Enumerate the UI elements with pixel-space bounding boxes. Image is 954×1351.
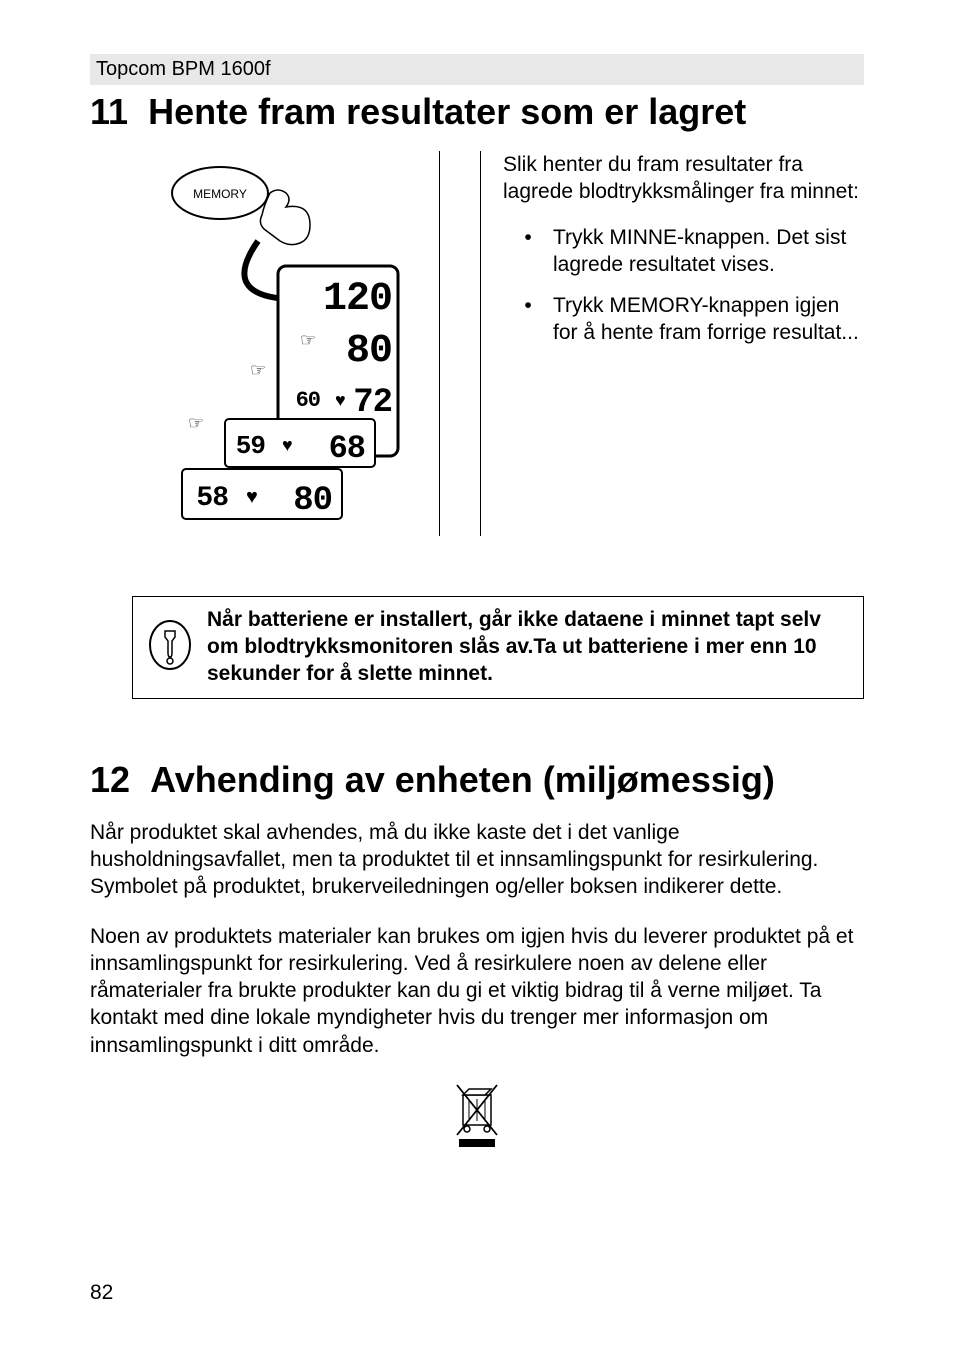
section11-intro: Slik henter du fram resultater fra lagre… — [503, 151, 864, 206]
lcd-dia: 80 — [346, 329, 392, 374]
section12-title: Avhending av enheten (miljømessig) — [150, 759, 775, 800]
rec2-right: 68 — [329, 430, 365, 467]
model-text: Topcom BPM 1600f — [96, 58, 271, 80]
hand-icon-2: ☞ — [250, 360, 266, 380]
svg-text:♥: ♥ — [282, 435, 293, 455]
hand-icon-1: ☞ — [300, 330, 316, 350]
section11-title: Hente fram resultater som er lagret — [148, 91, 746, 132]
lcd-pulse-big: 72 — [353, 384, 392, 422]
section12-number: 12 — [90, 759, 130, 800]
hand-icon-3: ☞ — [188, 413, 204, 433]
section11-number: 11 — [90, 91, 128, 132]
bullet-dot-icon: • — [503, 292, 553, 347]
page-number: 82 — [90, 1281, 113, 1305]
bullet-1: • Trykk MINNE-knappen. Det sist lagrede … — [503, 224, 864, 279]
lcd-pulse-small: 60 — [296, 388, 320, 413]
bullet-2: • Trykk MEMORY-knappen igjen for å hente… — [503, 292, 864, 347]
rec3-right: 80 — [293, 482, 332, 520]
bullet-1-text: Trykk MINNE-knappen. Det sist lagrede re… — [553, 224, 864, 279]
section12-para1: Når produktet skal avhendes, må du ikke … — [90, 819, 864, 901]
rec2-left: 59 — [236, 431, 266, 461]
memory-illustration: MEMORY 120 ☞ 80 60 ♥ 72 ☞ 59 ♥ 68 — [150, 151, 440, 536]
bullet-dot-icon: • — [503, 224, 553, 279]
svg-text:♥: ♥ — [335, 390, 346, 410]
weee-symbol — [90, 1081, 864, 1154]
note-text: Når batteriene er installert, går ikke d… — [207, 607, 849, 688]
memory-label-text: MEMORY — [193, 187, 247, 201]
section11-heading: 11 Hente fram resultater som er lagret — [90, 91, 864, 133]
section12-heading: 12 Avhending av enheten (miljømessig) — [90, 759, 864, 801]
section12-para2: Noen av produktets materialer kan brukes… — [90, 923, 864, 1059]
model-header: Topcom BPM 1600f — [90, 54, 864, 85]
section11-text: Slik henter du fram resultater fra lagre… — [480, 151, 864, 536]
bullet-2-text: Trykk MEMORY-knappen igjen for å hente f… — [553, 292, 864, 347]
info-icon — [147, 619, 193, 676]
battery-note-box: Når batteriene er installert, går ikke d… — [132, 596, 864, 699]
svg-text:♥: ♥ — [246, 486, 258, 508]
rec3-left: 58 — [196, 483, 228, 514]
lcd-sys: 120 — [323, 277, 392, 322]
